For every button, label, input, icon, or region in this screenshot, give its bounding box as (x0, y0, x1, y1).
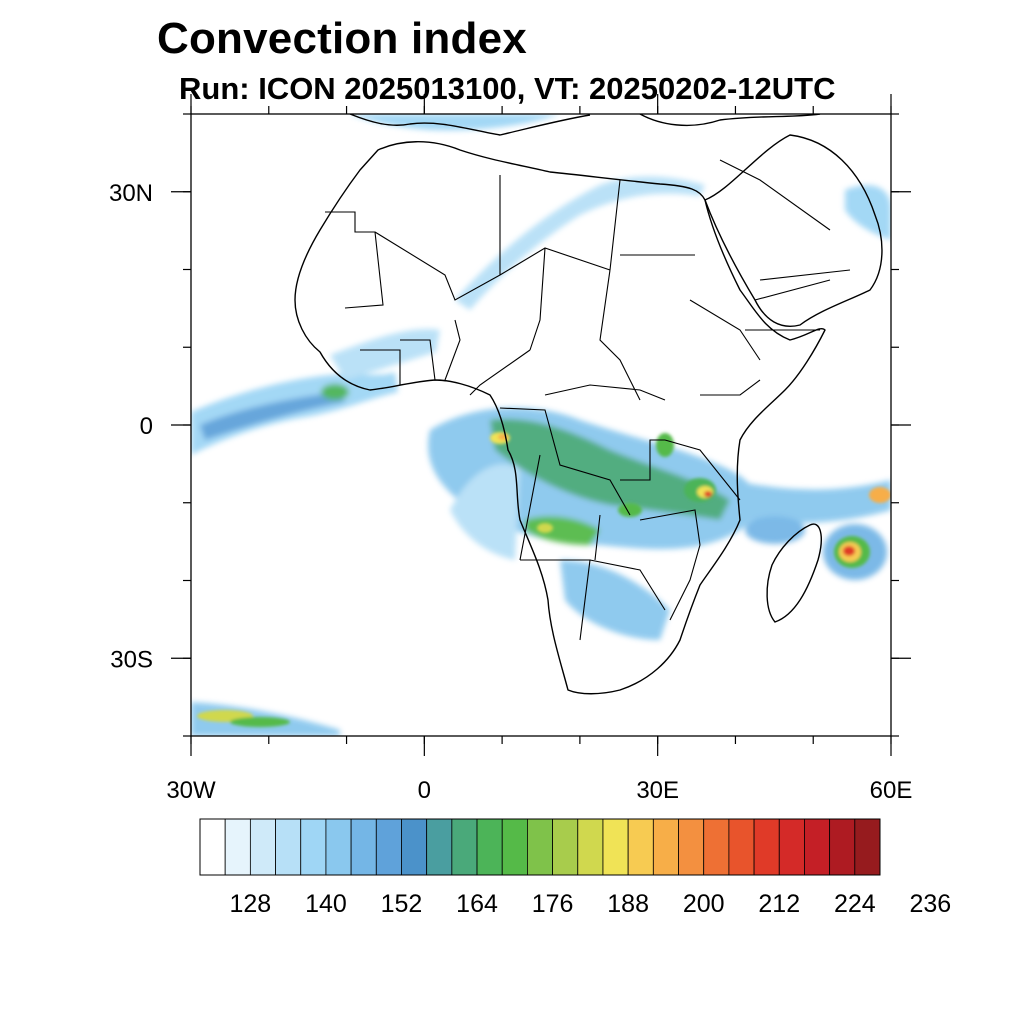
africa-coastline (294, 141, 826, 695)
shade-itcz-band (191, 372, 398, 455)
colorbar-tick-label: 140 (305, 890, 347, 918)
colorbar (199, 818, 881, 876)
country-borders (325, 159, 851, 641)
colorbar-box (249, 818, 276, 876)
lon-tick-label: 60E (870, 777, 913, 804)
shade-itcz-core (200, 392, 345, 440)
colorbar-tick-label: 236 (910, 890, 952, 918)
colorbar-box (728, 818, 755, 876)
colorbar-box (804, 818, 831, 876)
colorbar-tick-label: 152 (381, 890, 423, 918)
colorbar-frame (199, 818, 881, 876)
colorbar-box (426, 818, 453, 876)
lat-tick-label: 0 (140, 413, 153, 440)
shade-arabia (845, 185, 891, 240)
colorbar-box (401, 818, 428, 876)
colorbar-tick-label: 128 (230, 890, 272, 918)
colorbar-tick-label: 212 (758, 890, 800, 918)
colorbar-box (829, 818, 856, 876)
shade-med (350, 114, 560, 131)
colorbar-box (199, 818, 226, 876)
shade-sahara-streak (455, 176, 705, 310)
lat-tick-label: 30S (110, 646, 153, 673)
colorbar-box (350, 818, 377, 876)
border-lines (325, 159, 851, 641)
colorbar-box (224, 818, 251, 876)
colorbar-box (476, 818, 503, 876)
shade-southafrica (560, 560, 670, 640)
shade-zambia-green (618, 503, 642, 517)
shade-lake-green (656, 433, 674, 457)
colorbar-box (703, 818, 730, 876)
shade-satl-plume (450, 464, 520, 560)
colorbar-box (854, 818, 881, 876)
colorbar-box (602, 818, 629, 876)
colorbar-box (527, 818, 553, 876)
shade-tanzania-red (704, 491, 712, 497)
colorbar-box (778, 818, 805, 876)
shade-angola-yellow (537, 523, 553, 533)
shade-mozchannel (745, 516, 805, 544)
lon-tick-label: 30E (636, 777, 679, 804)
colorbar-box (300, 818, 327, 876)
coastlines (294, 114, 883, 695)
shade-southocean-green (230, 717, 290, 727)
colorbar-tick-label: 188 (607, 890, 649, 918)
lat-tick-label: 30N (109, 180, 153, 207)
europe-coastline (349, 114, 821, 136)
colorbar-box (678, 818, 705, 876)
lon-tick-label: 0 (418, 777, 431, 804)
arabia-coastline (704, 134, 883, 327)
colorbar-box (627, 818, 654, 876)
colorbar-tick-label: 200 (683, 890, 725, 918)
convection-shading (191, 114, 891, 736)
colorbar-box (501, 818, 528, 876)
colorbar-box (325, 818, 352, 876)
chart-subtitle: Run: ICON 2025013100, VT: 20250202-12UTC (179, 71, 836, 106)
shade-cyclone-red (843, 546, 855, 556)
colorbar-box (451, 818, 478, 876)
colorbar-box (375, 818, 402, 876)
madagascar-coastline (766, 523, 822, 623)
colorbar-box (552, 818, 579, 876)
colorbar-tick-label: 224 (834, 890, 876, 918)
lon-tick-label: 30W (166, 777, 216, 804)
shade-itcz-green (321, 384, 349, 400)
colorbar-tick-label: 176 (532, 890, 574, 918)
axis-tick-labels: 30W 0 30E 60E 30N 0 30S (109, 180, 912, 804)
shade-congo-core (490, 419, 730, 520)
colorbar-box (753, 818, 780, 876)
colorbar-box (652, 818, 679, 876)
chart-title: Convection index (157, 14, 527, 63)
shade-westafrica (330, 329, 440, 380)
colorbar-tick-label: 164 (456, 890, 498, 918)
shade-indian-band (730, 480, 891, 523)
axis-ticks (171, 94, 911, 756)
colorbar-box (275, 818, 302, 876)
colorbar-labels: 128 140 152 164 176 188 200 212 224 236 (230, 890, 952, 918)
colorbar-box (577, 818, 604, 876)
shade-eastcoast-yellow (869, 487, 891, 503)
